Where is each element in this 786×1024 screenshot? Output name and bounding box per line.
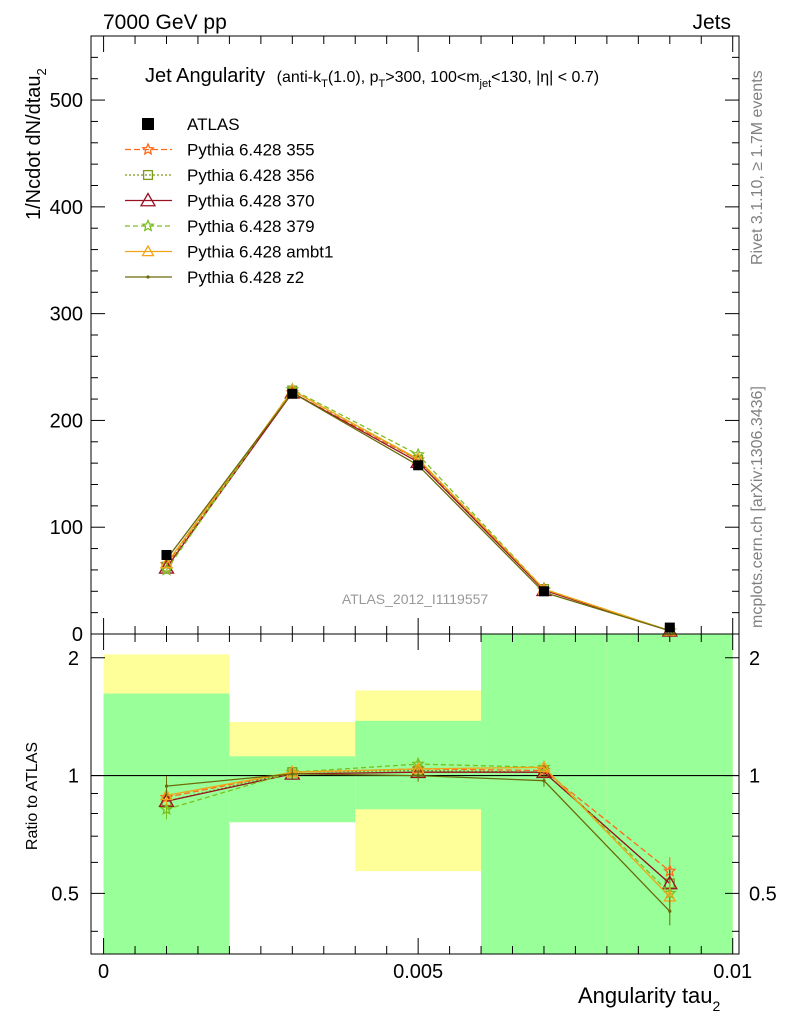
x-axis-label: Angularity tau2: [578, 983, 721, 1014]
plot-title-sub2: T: [379, 78, 386, 90]
x-axis-label-text: Angularity tau: [578, 983, 713, 1008]
plot-title-sub1: T: [321, 78, 328, 90]
legend-label-1: Pythia 6.428 356: [187, 166, 315, 185]
main-y-tick-label: 200: [50, 410, 83, 432]
plot-title-detail-4: <130, |η| < 0.7): [491, 69, 599, 86]
legend-marker-0: [141, 142, 155, 156]
legend-marker-atlas: [142, 118, 154, 130]
analysis-watermark: ATLAS_2012_I1119557: [342, 591, 489, 607]
atlas-data-point: [413, 460, 424, 471]
main-y-axis-label: 1/Ncdot dN/dtau2: [23, 68, 49, 220]
legend-marker-3: [141, 218, 155, 232]
legend-label-3: Pythia 6.428 379: [187, 217, 315, 236]
atlas-data-point: [287, 388, 298, 399]
legend-marker-1: [142, 169, 154, 181]
mcplots-label: mcplots.cern.ch [arXiv:1306.3436]: [749, 386, 766, 628]
series-point-3: [411, 447, 426, 461]
plot-title-main: Jet Angularity: [145, 65, 265, 87]
legend-label-atlas: ATLAS: [187, 115, 240, 134]
ratio-point-5: [668, 909, 672, 913]
legend-marker-2: [139, 192, 157, 207]
main-y-axis-label-sub: 2: [34, 68, 49, 75]
x-tick-label: 0.005: [393, 961, 443, 983]
legend-marker-4: [141, 244, 155, 257]
process-label: Jets: [692, 11, 731, 34]
ratio-y-tick-label-right: 1: [749, 766, 760, 788]
ratio-point-5: [164, 784, 169, 788]
ratio-point-5: [290, 772, 294, 776]
x-tick-label: 0: [98, 961, 109, 983]
legend-marker-5: [146, 275, 150, 279]
legend-label-4: Pythia 6.428 ambt1: [187, 243, 333, 262]
ratio-point-4: [159, 788, 174, 801]
band-green-0: [103, 693, 230, 954]
plot-title-sub3: jet: [479, 78, 492, 90]
ratio-y-tick-label-right: 0.5: [749, 883, 777, 905]
ratio-y-tick-label-right: 2: [749, 648, 760, 670]
ratio-y-tick-label: 0.5: [51, 883, 79, 905]
band-green-3: [481, 634, 607, 954]
x-tick-label: 0.01: [713, 961, 752, 983]
legend-label-2: Pythia 6.428 370: [187, 192, 315, 211]
atlas-data-point: [538, 586, 549, 597]
ratio-point-4: [537, 760, 551, 773]
ratio-plot-frame: [90, 633, 740, 955]
x-axis-label-sub: 2: [713, 998, 721, 1014]
rivet-version-label: Rivet 3.1.10, ≥ 1.7M events: [749, 70, 766, 265]
main-y-axis-label-text: 1/Ncdot dN/dtau: [23, 75, 45, 220]
plot-title-detail-2: (1.0), p: [328, 69, 379, 86]
main-y-tick-label: 100: [50, 517, 83, 539]
plot-title-detail: (anti-k: [277, 69, 322, 86]
series-point-4: [159, 556, 174, 569]
energy-label: 7000 GeV pp: [103, 11, 227, 34]
atlas-data-point: [161, 549, 172, 560]
ratio-plot-series: [158, 756, 678, 926]
ratio-point-5: [542, 779, 546, 783]
main-y-tick-label: 300: [50, 304, 83, 326]
ratio-y-tick-label: 2: [68, 648, 79, 670]
legend-label-5: Pythia 6.428 z2: [187, 268, 304, 287]
main-plot-series: [158, 382, 678, 637]
atlas-data-point: [664, 622, 675, 633]
ratio-point-3: [159, 802, 174, 816]
main-y-tick-label: 0: [72, 624, 83, 646]
main-y-tick-label: 400: [50, 197, 83, 219]
plot-title: Jet Angularity (anti-kT(1.0), pT>300, 10…: [145, 65, 599, 90]
main-y-tick-label: 500: [50, 90, 83, 112]
legend-label-0: Pythia 6.428 355: [187, 141, 315, 160]
ratio-point-5: [416, 773, 420, 778]
legend: ATLAS Pythia 6.428 355 Pythia 6.428 356 Pyt…: [125, 115, 333, 287]
ratio-y-tick-label: 1: [68, 766, 79, 788]
ratio-y-axis-label: Ratio to ATLAS: [24, 742, 41, 850]
plot-title-detail-3: >300, 100<m: [385, 69, 479, 86]
